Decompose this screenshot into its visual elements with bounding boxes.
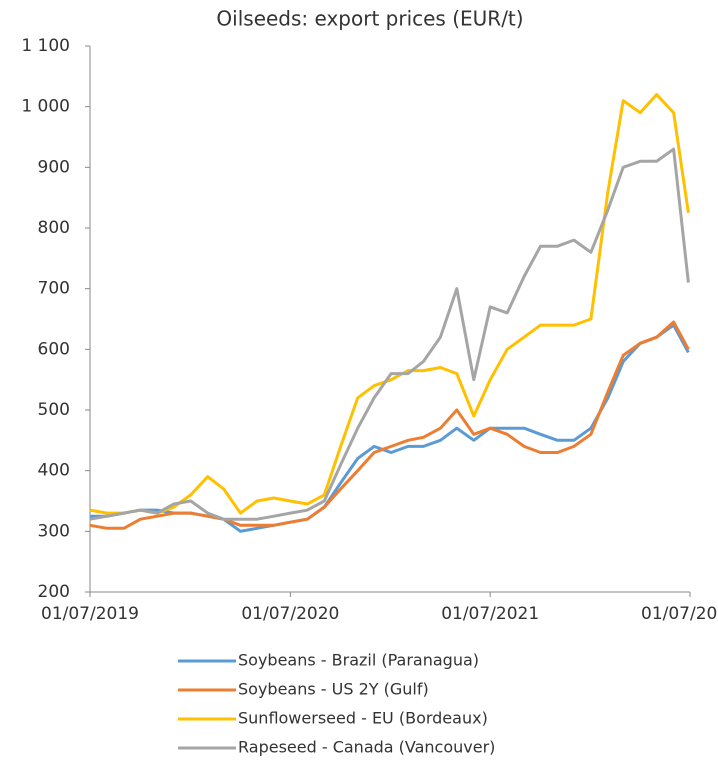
series-line (89, 147, 690, 521)
y-tick-label: 700 (38, 279, 70, 299)
legend-label: Soybeans - Brazil (Paranagua) (238, 651, 479, 670)
x-tick-label: 01/07/2020 (241, 604, 339, 624)
y-tick-label: 800 (38, 218, 70, 238)
legend-label: Soybeans - US 2Y (Gulf) (238, 680, 429, 699)
legend-label: Sunflowerseed - EU (Bordeaux) (238, 709, 488, 728)
y-tick-label: 1 000 (21, 97, 70, 117)
series-line (89, 93, 690, 515)
x-tick-label: 01/07/2022 (641, 604, 718, 624)
chart-title: Oilseeds: export prices (EUR/t) (216, 7, 523, 31)
y-tick-label: 200 (38, 582, 70, 602)
series-line (90, 323, 690, 533)
y-tick-label: 300 (38, 521, 70, 541)
y-tick-label: 500 (38, 400, 70, 420)
y-tick-label: 900 (38, 157, 70, 177)
y-tick-label: 600 (38, 339, 70, 359)
x-tick-label: 01/07/2019 (41, 604, 139, 624)
x-tick-label: 01/07/2021 (441, 604, 539, 624)
legend-label: Rapeseed - Canada (Vancouver) (238, 738, 495, 757)
y-tick-label: 1 100 (21, 36, 70, 56)
y-tick-label: 400 (38, 461, 70, 481)
legend: Soybeans - Brazil (Paranagua) Soybeans - … (178, 651, 495, 757)
series-line (89, 320, 690, 530)
